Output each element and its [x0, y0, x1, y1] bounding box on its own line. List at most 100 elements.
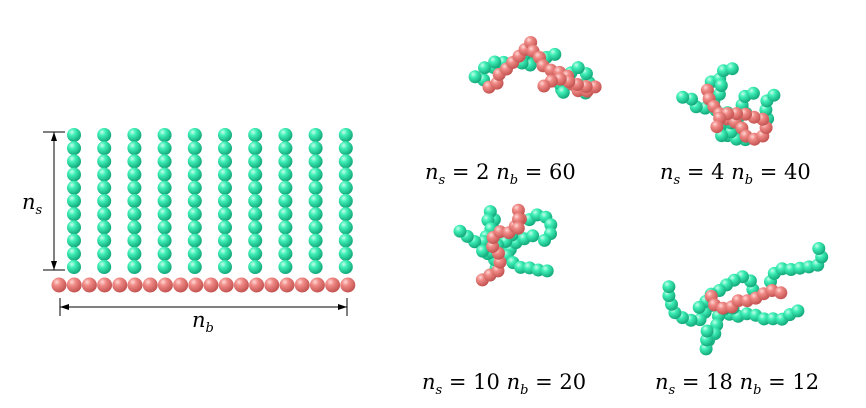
side-chain-bead [248, 260, 263, 274]
side-chain-column [157, 128, 172, 274]
side-chain-column [67, 128, 81, 274]
side-chain-column [127, 128, 142, 274]
side-chain-bead [218, 207, 232, 222]
side-chain-column [248, 128, 263, 274]
side-chain-bead [338, 167, 353, 182]
backbone-bead [294, 277, 310, 293]
side-chain-column [97, 128, 112, 274]
side-chain-bead [248, 180, 263, 195]
side-chain-bead [278, 207, 293, 222]
side-chain-bead [278, 180, 293, 195]
side-chain-bead [338, 180, 353, 195]
backbone-bead [203, 277, 219, 293]
side-chain-bead [187, 194, 202, 208]
side-chain-bead [488, 55, 502, 69]
nb-label: nb [192, 308, 214, 336]
side-chain-bead [308, 246, 323, 261]
caption-panel-1: ns = 2 nb = 60 [425, 160, 576, 188]
side-chain-bead [97, 207, 112, 222]
side-chain-bead [67, 194, 81, 208]
backbone-bead [127, 277, 143, 293]
side-chain-bead [338, 207, 353, 222]
side-chain-bead [662, 289, 676, 303]
side-chain-bead [248, 154, 263, 169]
backbone-bead [218, 277, 234, 293]
backbone-bead [157, 277, 173, 293]
conformation-panel-4 [662, 242, 829, 356]
ns-dimension-bracket [43, 131, 65, 271]
backbone-bead [249, 277, 265, 293]
side-chain-bead [67, 260, 81, 274]
side-chain-bead [67, 233, 81, 248]
side-chain-bead [127, 194, 142, 208]
side-chain-bead [248, 167, 263, 182]
side-chain-bead [725, 62, 739, 76]
side-chain-bead [187, 154, 202, 169]
backbone-bead [173, 277, 189, 293]
caption-panel-4: ns = 18 nb = 12 [655, 370, 819, 398]
backbone-bead [142, 277, 158, 293]
side-chain-bead [127, 141, 142, 156]
side-chain-bead [157, 220, 172, 235]
side-chain-bead [308, 128, 323, 142]
side-chain-bead [662, 280, 676, 294]
side-chain-bead [278, 233, 293, 248]
backbone-bead [112, 277, 128, 293]
side-chain-bead [308, 141, 323, 156]
side-chain-bead [338, 233, 353, 248]
side-chain-bead [157, 207, 172, 222]
side-chain-bead [127, 233, 142, 248]
side-chain-bead [218, 154, 232, 169]
side-chain-bead [278, 194, 293, 208]
side-chain-bead [812, 242, 826, 255]
side-chain-column [308, 128, 323, 274]
conformation-panel-3 [453, 203, 558, 287]
side-chain-bead [338, 220, 353, 235]
backbone-bead [309, 277, 325, 293]
conformation-panel-2 [676, 62, 781, 147]
side-chain-bead [187, 141, 202, 156]
side-chain-bead [548, 47, 562, 61]
side-chain-bead [97, 128, 112, 142]
side-chain-bead [97, 154, 112, 169]
side-chain-bead [187, 233, 202, 248]
side-chain-bead [157, 128, 172, 142]
side-chain-column [187, 128, 202, 274]
side-chain-bead [248, 141, 263, 156]
side-chain-bead [556, 85, 570, 99]
side-chain-bead [187, 180, 202, 195]
side-chain-bead [248, 128, 263, 142]
backbone-bead [511, 203, 525, 217]
side-chain-bead [453, 224, 467, 238]
side-chain-bead [540, 264, 554, 278]
side-chain-bead [67, 180, 81, 195]
side-chain-bead [767, 88, 781, 102]
ns-label: ns [22, 190, 43, 218]
side-chain-bead [278, 260, 293, 274]
side-chain-bead [97, 141, 112, 156]
side-chain-bead [338, 141, 353, 156]
backbone-bead [710, 120, 724, 134]
backbone-bead [66, 277, 82, 293]
side-chain-bead [338, 260, 353, 274]
side-chain-bead [157, 194, 172, 208]
backbone-bead [537, 79, 551, 93]
side-chain-bead [127, 167, 142, 182]
side-chain-bead [67, 220, 81, 235]
side-chain-bead [157, 180, 172, 195]
side-chain-columns [67, 128, 353, 274]
side-chain-bead [127, 207, 142, 222]
side-chain-bead [308, 233, 323, 248]
side-chain-bead [218, 233, 232, 248]
conformation-panel-1 [468, 36, 602, 100]
backbone-bead [81, 277, 97, 293]
side-chain-bead [714, 79, 728, 92]
side-chain-bead [478, 61, 491, 75]
backbone-bead [511, 221, 525, 235]
side-chain-column [278, 128, 293, 274]
side-chain-bead [127, 180, 142, 195]
side-chain-bead [97, 260, 112, 274]
side-chain-bead [67, 207, 81, 222]
side-chain-bead [746, 86, 760, 100]
backbone-bead [97, 277, 113, 293]
